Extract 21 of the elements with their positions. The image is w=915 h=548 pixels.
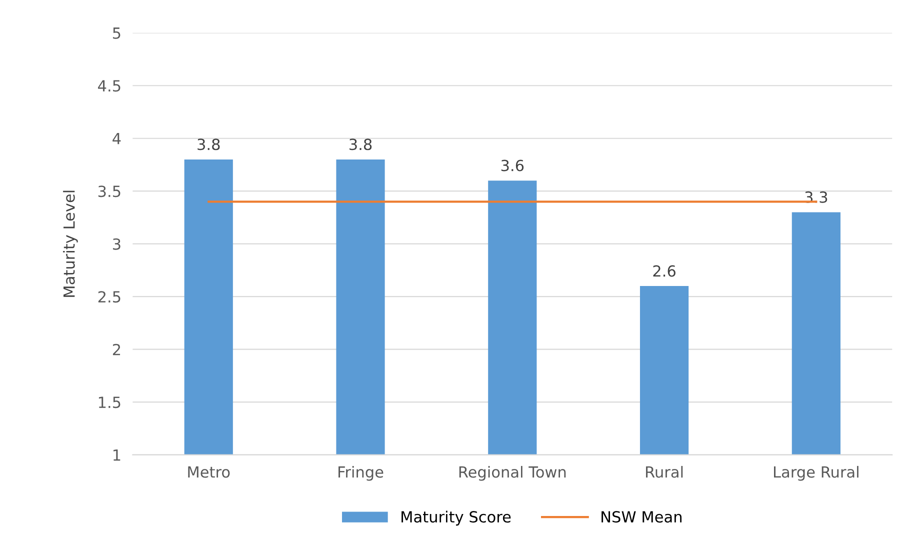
y-axis-title: Maturity Level [63, 190, 78, 297]
y-tick-label: 4 [112, 133, 121, 144]
y-tick-label: 3.5 [98, 186, 120, 198]
x-tick-label: Large Rural [774, 466, 858, 481]
y-tick-label: 3 [113, 238, 120, 250]
y-tick-label: 4.5 [98, 80, 120, 92]
y-tick-label: 1.5 [98, 396, 120, 408]
legend-label: NSW Mean [602, 511, 682, 523]
data-label: 3.6 [501, 160, 524, 172]
y-tick-label: 2 [112, 344, 120, 356]
legend-label: Maturity Score [402, 510, 511, 526]
y-tick-label: 2.5 [98, 291, 120, 303]
data-label: 2.6 [653, 265, 676, 277]
x-tick-label: Metro [188, 466, 230, 478]
y-tick-label: 1 [114, 450, 120, 461]
x-tick-label: Fringe [338, 466, 384, 481]
data-label: 3.8 [350, 138, 372, 150]
x-tick-label: Regional Town [459, 466, 566, 481]
data-label: 3.8 [198, 138, 220, 150]
x-tick-label: Rural [646, 466, 683, 478]
y-tick-label: 5 [113, 28, 120, 39]
